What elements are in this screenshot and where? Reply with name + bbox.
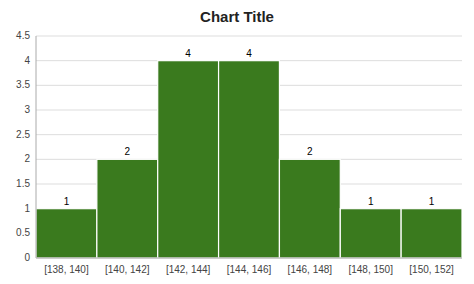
- y-tick-label: 3.5: [16, 79, 30, 90]
- y-tick-label: 0.5: [16, 227, 30, 238]
- data-label: 4: [185, 48, 191, 59]
- x-axis: [36, 258, 462, 259]
- bar: [279, 159, 340, 258]
- data-label: 1: [429, 196, 435, 207]
- y-tick-label: 0: [24, 252, 30, 263]
- y-tick-label: 1.5: [16, 178, 30, 189]
- bar: [158, 61, 219, 258]
- x-tick-label: [140, 142]: [105, 264, 150, 275]
- x-tick-label: [148, 150]: [348, 264, 393, 275]
- data-label: 4: [246, 48, 252, 59]
- y-axis: [36, 36, 37, 258]
- x-tick-label: [144, 146]: [227, 264, 272, 275]
- bar: [219, 61, 280, 258]
- y-tick-label: 2.5: [16, 129, 30, 140]
- x-tick-label: [138, 140]: [44, 264, 89, 275]
- data-label: 2: [307, 146, 313, 157]
- data-label: 1: [64, 196, 70, 207]
- y-tick-label: 1: [24, 203, 30, 214]
- data-label: 2: [125, 146, 131, 157]
- bar: [36, 209, 97, 258]
- y-tick-label: 4: [24, 55, 30, 66]
- data-label: 1: [368, 196, 374, 207]
- y-tick-label: 2: [24, 153, 30, 164]
- bar: [401, 209, 462, 258]
- x-tick-label: [146, 148]: [288, 264, 333, 275]
- grid: [36, 36, 462, 258]
- chart: Chart Title 0 0.5 1 1.5 2 2.5 3 3.5 4 4.5 1 2 4 4 2 1 1 [1…: [0, 0, 474, 284]
- bars: [36, 61, 462, 258]
- grid-line: [36, 258, 462, 259]
- bar: [97, 159, 158, 258]
- title: Chart Title: [200, 8, 274, 25]
- x-tick-label: [142, 144]: [166, 264, 211, 275]
- x-tick-label: [150, 152]: [409, 264, 454, 275]
- y-tick-label: 4.5: [16, 30, 30, 41]
- grid-line: [36, 36, 462, 37]
- y-tick-label: 3: [24, 104, 30, 115]
- bar: [340, 209, 401, 258]
